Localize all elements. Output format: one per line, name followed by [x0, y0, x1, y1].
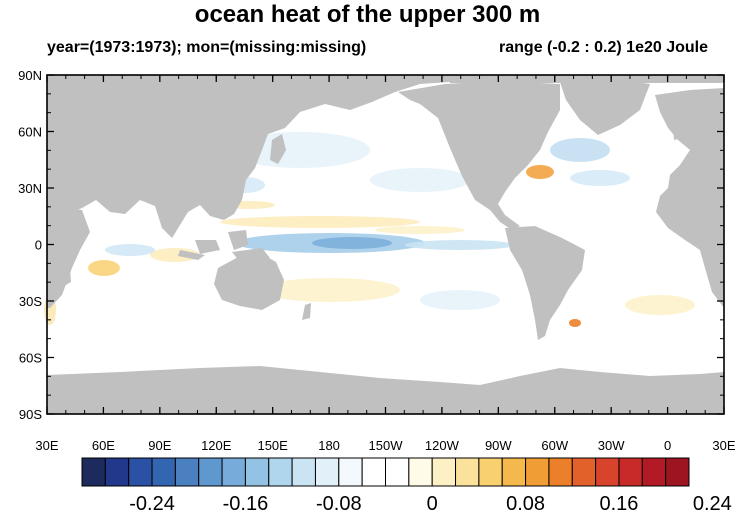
land-europe-africa-east [655, 88, 724, 308]
land-maritime-se-asia [178, 250, 205, 260]
land-eurasia [47, 75, 450, 238]
lat-tick-label: 90S [19, 407, 42, 422]
land-greenland [560, 80, 650, 135]
longitude-labels: 30E 60E 90E 120E 150E 180 150W 120W 90W 60W 30W 0 30… [35, 438, 735, 453]
time-range-subtitle: year=(1973:1973); mon=(missing:missing) [47, 39, 367, 56]
colorbar-label: -0.16 [223, 493, 269, 515]
anomaly-patch [625, 295, 695, 315]
colorbar-swatch [595, 457, 620, 487]
colorbar-swatch [548, 457, 573, 487]
latitude-labels: 90N 60N 30N 0 30S 60S 90S [18, 68, 42, 422]
lon-tick-label: 60E [92, 438, 115, 453]
lat-tick-label: 0 [35, 238, 42, 253]
lon-tick-label: 60W [541, 438, 568, 453]
colorbar-label: -0.08 [316, 493, 362, 515]
lon-tick-label: 90E [148, 438, 171, 453]
colorbar-swatch [571, 457, 597, 487]
lon-tick-label: 30W [598, 438, 625, 453]
land-africa [47, 205, 90, 308]
axis-ticks [46, 74, 725, 415]
anomaly-patch [370, 168, 470, 192]
land-maritime-se-asia [195, 240, 220, 254]
anomaly-patch [550, 138, 610, 162]
colorbar-swatch [338, 457, 363, 487]
colorbar-swatch [665, 457, 690, 487]
land-australia [214, 254, 284, 310]
colorbar-label: 0.16 [599, 493, 638, 515]
land-layer [47, 75, 724, 414]
colorbar-label: -0.24 [129, 493, 175, 515]
land-antarctica [47, 366, 724, 414]
anomaly-patch [260, 278, 400, 302]
anomaly-layer [44, 132, 695, 327]
colorbar-label: 0.08 [506, 493, 545, 515]
land-new-zealand [302, 303, 311, 320]
lat-tick-label: 60S [19, 351, 42, 366]
anomaly-patch [220, 216, 420, 228]
lon-tick-label: 0 [664, 438, 671, 453]
colorbar-swatch [385, 457, 410, 487]
anomaly-patch [405, 240, 515, 250]
colorbar-swatch [455, 457, 480, 487]
land-maritime-se-asia [228, 230, 248, 250]
lat-tick-label: 60N [18, 125, 42, 140]
colorbar-swatch [151, 457, 176, 487]
map-plot-area: 90N 60N 30N 0 30S 60S 90S 30E 60E 90E 120E 150E 180… [18, 68, 735, 453]
lon-tick-label: 120E [201, 438, 232, 453]
colorbar-swatch [641, 457, 667, 487]
anomaly-patch [375, 226, 465, 234]
colorbar-swatch [174, 457, 200, 487]
lat-tick-label: 30S [19, 294, 42, 309]
colorbar-swatch [221, 457, 246, 487]
colorbar-label: 0.24 [693, 493, 732, 515]
land-arctic [450, 75, 724, 83]
colorbar-swatch [244, 457, 270, 487]
lon-tick-label: 30E [712, 438, 735, 453]
land-madagascar [64, 268, 71, 286]
colorbar-swatch [618, 457, 643, 487]
colorbar-swatch [128, 457, 153, 487]
lon-tick-label: 90W [485, 438, 512, 453]
colorbar-swatch [198, 457, 223, 487]
anomaly-patch [526, 165, 554, 179]
value-range-subtitle: range (-0.2 : 0.2) 1e20 Joule [499, 39, 708, 56]
anomaly-patch [105, 244, 155, 256]
colorbar-swatch [501, 457, 527, 487]
colorbar-swatch [314, 457, 340, 487]
colorbar-swatch [291, 457, 316, 487]
anomaly-patch [570, 170, 630, 186]
colorbar-swatch [104, 457, 130, 487]
anomaly-patch [420, 290, 500, 310]
land-north-america [398, 82, 560, 230]
anomaly-patch [312, 237, 392, 249]
colorbar [81, 457, 690, 487]
map-title: ocean heat of the upper 300 m [194, 1, 541, 28]
lat-tick-label: 90N [18, 68, 42, 83]
lon-tick-label: 180 [318, 438, 340, 453]
land-south-america [505, 226, 585, 340]
colorbar-swatch [268, 457, 293, 487]
colorbar-swatch [408, 457, 433, 487]
lat-tick-label: 30N [18, 181, 42, 196]
lon-tick-label: 120W [425, 438, 460, 453]
colorbar-swatch [431, 457, 457, 487]
colorbar-label: 0 [427, 493, 438, 515]
colorbar-swatch [81, 457, 106, 487]
anomaly-patch [88, 260, 120, 276]
colorbar-labels: -0.24 -0.16 -0.08 0 0.08 0.16 0.24 [129, 493, 732, 515]
lon-tick-label: 30E [35, 438, 58, 453]
colorbar-swatch [525, 457, 550, 487]
lon-tick-label: 150W [369, 438, 404, 453]
land-japan [270, 134, 286, 164]
lon-tick-label: 150E [257, 438, 288, 453]
anomaly-patch [569, 319, 581, 327]
colorbar-swatch [361, 457, 386, 487]
colorbar-swatch [478, 457, 503, 487]
land-british-isles [673, 122, 682, 140]
